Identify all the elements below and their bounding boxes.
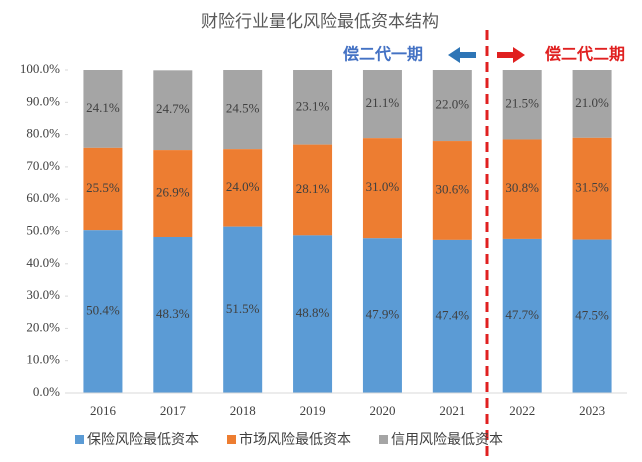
- value-label: 24.5%: [226, 101, 260, 116]
- x-tick-label: 2017: [160, 403, 187, 418]
- y-tick-label: 60.0%: [26, 190, 60, 205]
- value-label: 23.1%: [296, 98, 330, 113]
- annotation: 偿二代二期: [545, 45, 625, 64]
- y-tick-label: 20.0%: [26, 319, 60, 334]
- y-tick-label: 10.0%: [26, 352, 60, 367]
- bar-segment: [432, 141, 472, 240]
- bar-segment: [293, 70, 333, 145]
- bar-segment: [153, 70, 193, 151]
- x-tick-label: 2018: [230, 403, 256, 418]
- bar-segment: [572, 70, 612, 138]
- value-label: 21.0%: [575, 95, 609, 110]
- value-label: 47.4%: [436, 307, 470, 322]
- chart-title: 财险行业量化风险最低资本结构: [201, 12, 439, 32]
- x-tick-label: 2020: [369, 403, 395, 418]
- bar-segment: [223, 70, 263, 150]
- legend-swatch: [75, 435, 84, 444]
- value-label: 47.9%: [366, 307, 400, 322]
- legend-label: 信用风险最低资本: [391, 432, 503, 448]
- bar-segment: [223, 226, 263, 393]
- bar-segment: [83, 230, 123, 393]
- value-label: 31.5%: [575, 180, 609, 195]
- bar-segment: [153, 150, 193, 237]
- value-label: 47.7%: [505, 307, 539, 322]
- bar-segment: [362, 238, 402, 393]
- value-label: 21.5%: [505, 96, 539, 111]
- value-label: 30.8%: [505, 180, 539, 195]
- value-label: 25.5%: [86, 180, 120, 195]
- arrow-left: [448, 47, 476, 63]
- value-label: 28.1%: [296, 181, 330, 196]
- legend-swatch: [379, 435, 388, 444]
- bar-segment: [362, 70, 402, 139]
- value-label: 21.1%: [366, 95, 400, 110]
- value-label: 24.1%: [86, 100, 120, 115]
- watermark: 知乎 @13个精算师: [508, 426, 628, 443]
- bar-segment: [432, 70, 472, 142]
- arrow-right: [497, 47, 525, 63]
- bar-segment: [293, 144, 333, 236]
- annotation: 偿二代一期: [343, 45, 423, 64]
- legend-label: 市场风险最低资本: [239, 431, 351, 448]
- y-tick-label: 0.0%: [33, 384, 60, 399]
- value-label: 31.0%: [366, 179, 400, 194]
- x-tick-label: 2021: [439, 403, 465, 418]
- bar-segment: [362, 138, 402, 239]
- x-tick-label: 2023: [579, 403, 605, 418]
- y-tick-label: 90.0%: [26, 93, 60, 108]
- y-tick-label: 40.0%: [26, 255, 60, 270]
- bar-segment: [223, 149, 263, 227]
- bar-segment: [83, 70, 123, 148]
- value-label: 30.6%: [436, 181, 470, 196]
- bar-segment: [502, 238, 542, 393]
- bar-segment: [502, 139, 542, 239]
- value-label: 22.0%: [436, 97, 470, 112]
- value-label: 47.5%: [575, 307, 609, 322]
- bar-segment: [83, 147, 123, 231]
- value-label: 48.3%: [156, 306, 190, 321]
- value-label: 24.7%: [156, 101, 190, 116]
- bar-segment: [432, 239, 472, 393]
- value-label: 51.5%: [226, 301, 260, 316]
- y-tick-label: 50.0%: [26, 222, 60, 237]
- value-label: 48.8%: [296, 305, 330, 320]
- y-tick-label: 30.0%: [26, 287, 60, 302]
- x-tick-label: 2022: [509, 403, 535, 418]
- bar-segment: [572, 137, 612, 240]
- value-label: 50.4%: [86, 303, 120, 318]
- bar-segment: [153, 236, 193, 393]
- y-tick-label: 80.0%: [26, 126, 60, 141]
- x-tick-label: 2016: [90, 403, 117, 418]
- value-label: 24.0%: [226, 179, 260, 194]
- bar-segment: [502, 70, 542, 140]
- x-tick-label: 2019: [300, 403, 326, 418]
- bar-segment: [293, 235, 333, 393]
- bar-segment: [572, 239, 612, 393]
- legend-swatch: [227, 435, 236, 444]
- legend-label: 保险风险最低资本: [87, 432, 199, 448]
- y-tick-label: 70.0%: [26, 158, 60, 173]
- y-tick-label: 100.0%: [20, 61, 60, 76]
- value-label: 26.9%: [156, 185, 190, 200]
